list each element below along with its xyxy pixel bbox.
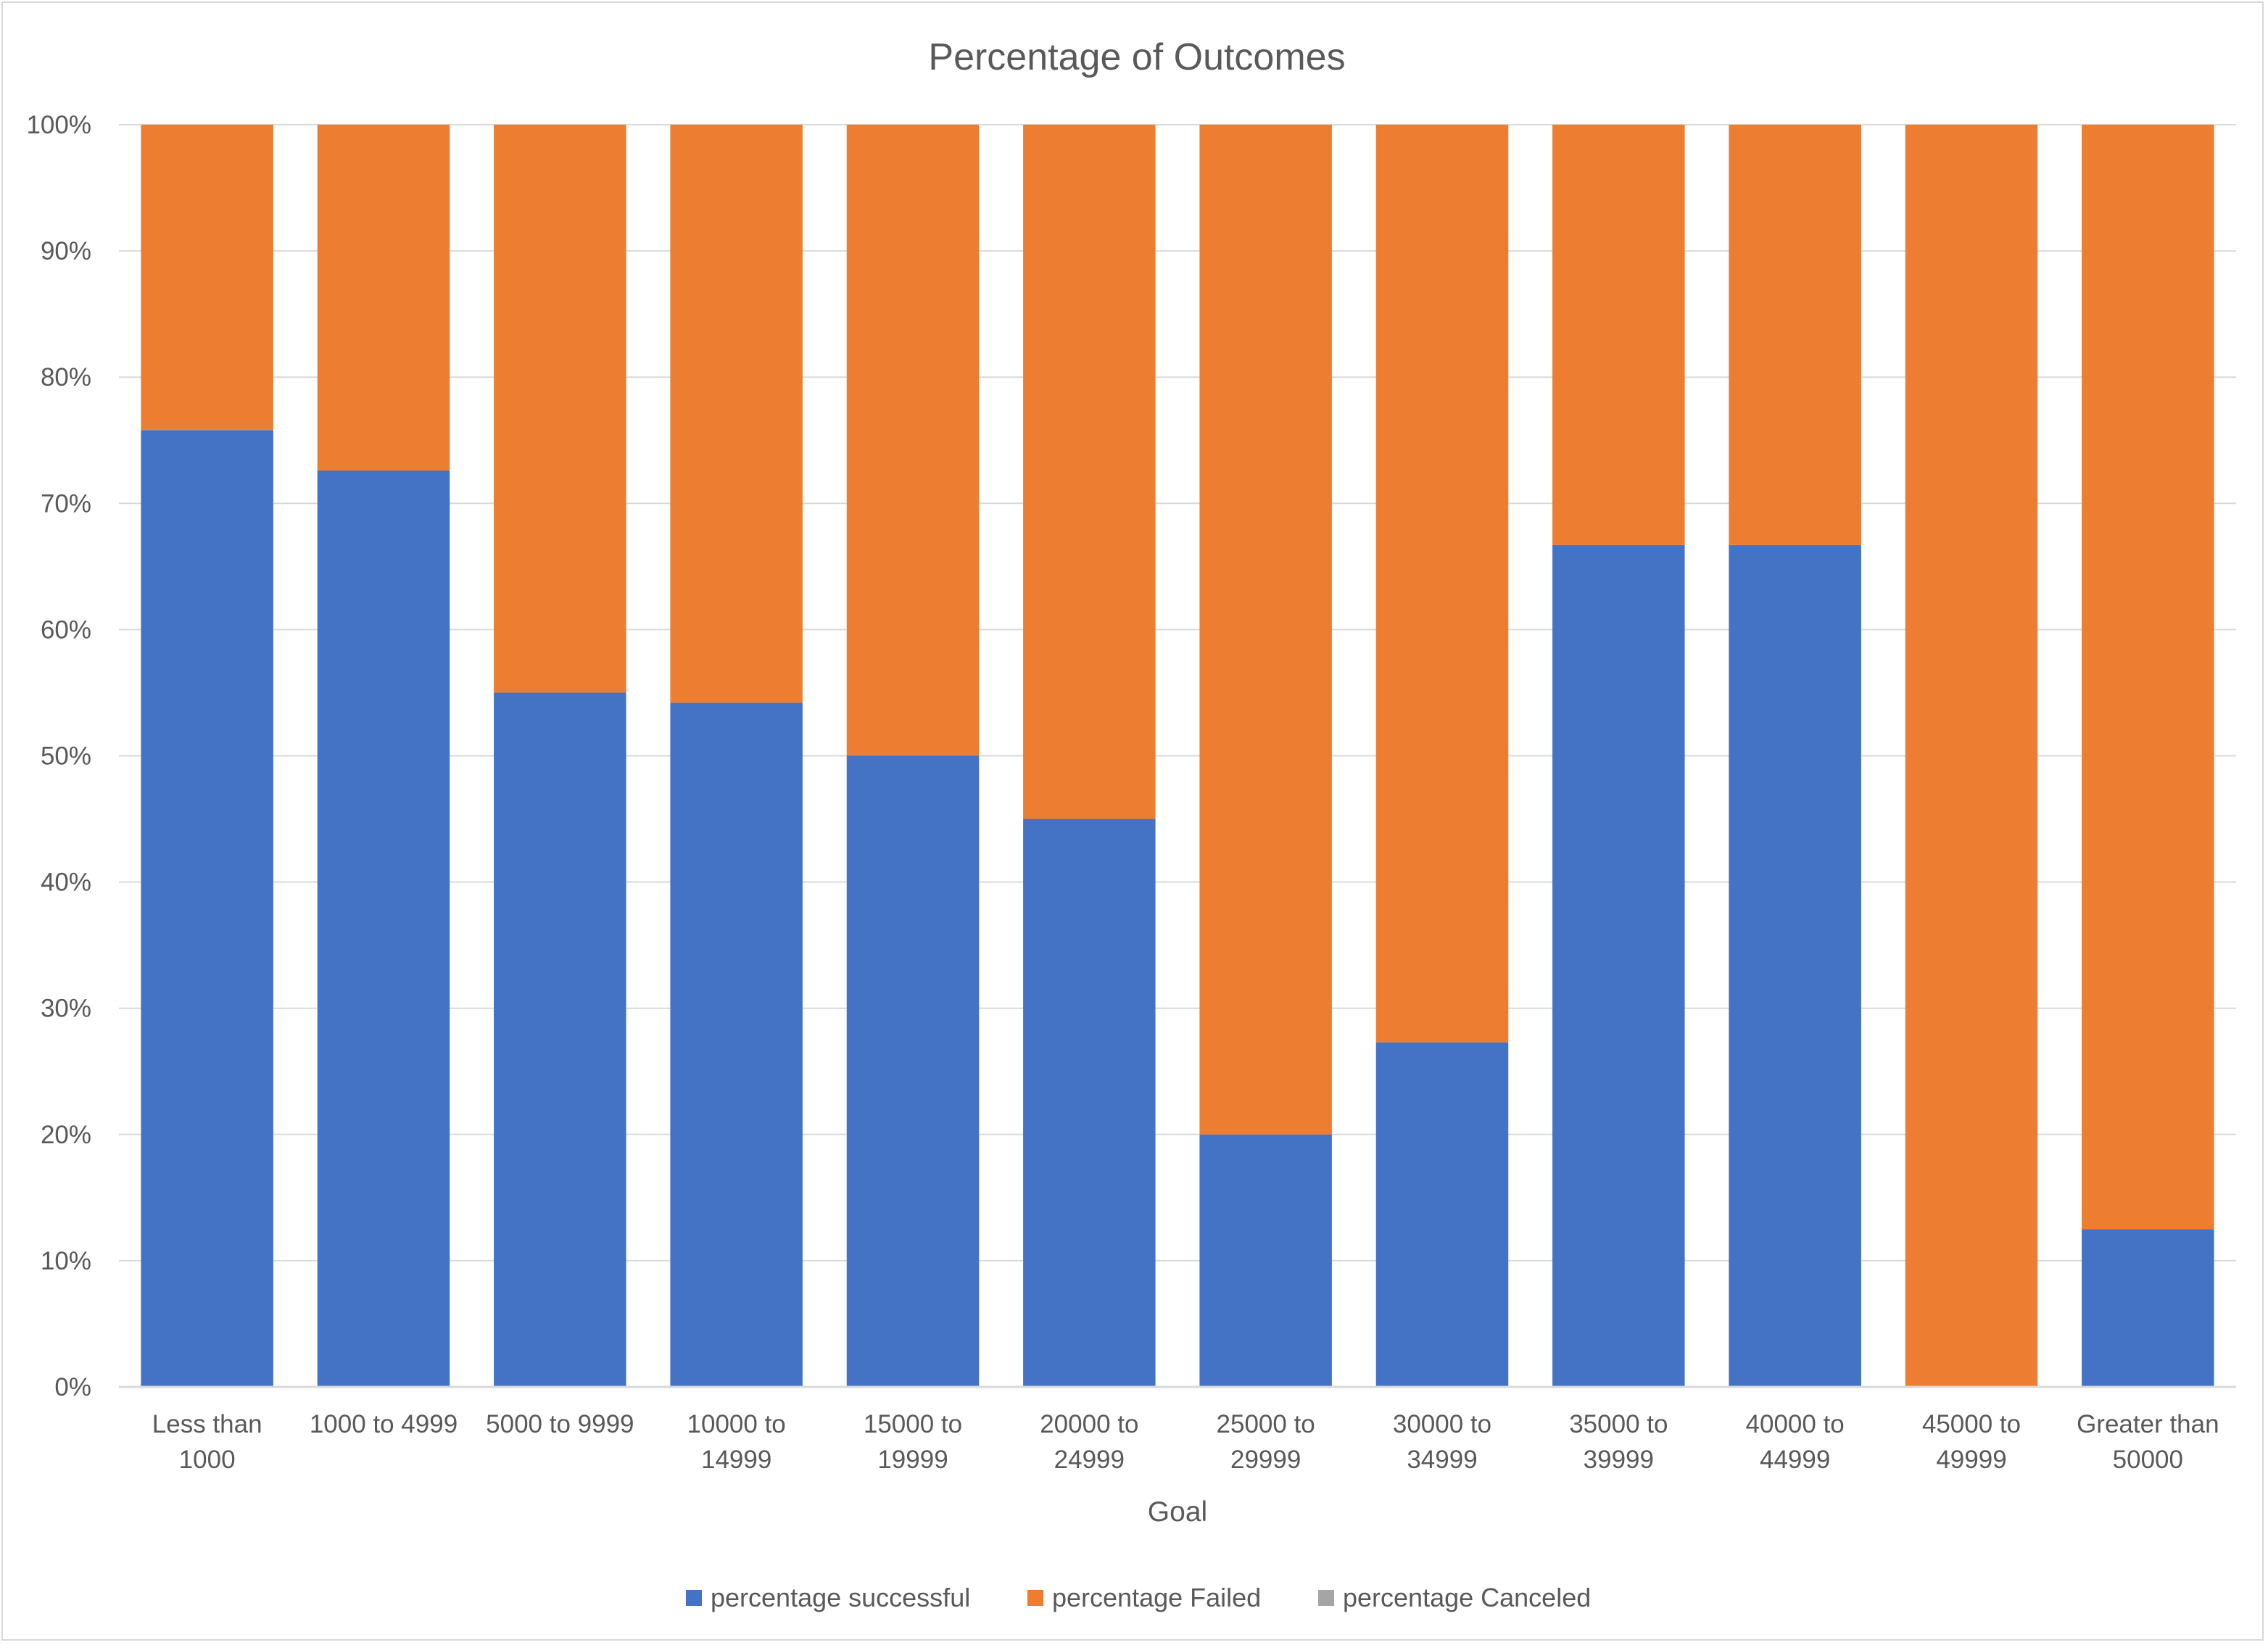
legend: percentage successful percentage Failed pe…	[686, 1583, 1591, 1612]
x-tick-label: 14999	[701, 1446, 771, 1474]
bar-segment-percentage-failed	[670, 125, 803, 703]
legend-label: percentage Failed	[1052, 1583, 1261, 1612]
x-axis-tick-labels: Less than 1000 1000 to 4999 5000 to 9999 100…	[152, 1410, 2219, 1474]
y-axis-tick-labels: 0% 10% 20% 30% 40% 50% 60% 70% 80% 90% 100%	[26, 111, 91, 1401]
x-tick-label: Greater than	[2077, 1410, 2219, 1438]
x-tick-label: 24999	[1054, 1446, 1125, 1474]
bar-segment-percentage-successful	[141, 430, 273, 1387]
bar-segment-percentage-successful	[846, 755, 980, 1387]
y-tick-label: 10%	[41, 1247, 91, 1275]
y-tick-label: 30%	[41, 995, 91, 1023]
y-tick-label: 50%	[41, 742, 91, 771]
bar-segment-percentage-successful	[1729, 544, 1861, 1388]
x-tick-label: 5000 to 9999	[486, 1410, 634, 1438]
bar-segment-percentage-failed	[1905, 125, 2038, 1387]
x-tick-label: 19999	[877, 1446, 948, 1474]
bar-segment-percentage-failed	[1199, 125, 1332, 1135]
bar-segment-percentage-failed	[317, 125, 450, 471]
bar-segment-percentage-successful	[1552, 544, 1685, 1388]
x-tick-label: 50000	[2113, 1446, 2183, 1474]
x-tick-label: 1000 to 4999	[310, 1410, 458, 1438]
x-tick-label: 34999	[1407, 1446, 1477, 1474]
bar-segment-percentage-successful	[2082, 1229, 2214, 1387]
x-tick-label: 49999	[1936, 1446, 2006, 1474]
chart-title: Percentage of Outcomes	[928, 36, 1345, 78]
x-tick-label: 10000 to	[687, 1410, 786, 1438]
legend-swatch	[686, 1590, 702, 1606]
bar-segment-percentage-successful	[1199, 1134, 1332, 1387]
y-tick-label: 100%	[26, 111, 91, 139]
x-tick-label: 35000 to	[1569, 1410, 1668, 1438]
y-tick-label: 20%	[41, 1121, 91, 1149]
x-tick-label: Less than	[152, 1410, 262, 1438]
bar-segment-percentage-successful	[1375, 1042, 1509, 1387]
bar-segment-percentage-failed	[1552, 125, 1685, 545]
x-tick-label: 1000	[179, 1446, 236, 1474]
x-tick-label: 20000 to	[1040, 1410, 1138, 1438]
legend-swatch	[1318, 1590, 1334, 1606]
x-tick-label: 30000 to	[1393, 1410, 1491, 1438]
x-tick-label: 39999	[1584, 1446, 1654, 1474]
x-axis-title: Goal	[1148, 1496, 1207, 1528]
stacked-bar-chart: Percentage of Outcomes 0% 10% 20% 30% 40% 50%…	[26, 36, 2236, 1612]
y-tick-label: 60%	[41, 616, 91, 644]
y-tick-label: 90%	[41, 237, 91, 265]
bar-segment-percentage-failed	[494, 125, 626, 693]
x-tick-label: 45000 to	[1922, 1410, 2021, 1438]
bar-segment-percentage-successful	[670, 703, 803, 1387]
bar-segment-percentage-failed	[1729, 125, 1861, 545]
x-tick-label: 44999	[1760, 1446, 1830, 1474]
bar-segment-percentage-failed	[846, 125, 980, 756]
x-tick-label: 40000 to	[1746, 1410, 1845, 1438]
bar-segment-percentage-failed	[1375, 125, 1509, 1043]
bar-segment-percentage-successful	[317, 471, 450, 1388]
y-tick-label: 40%	[41, 869, 91, 897]
y-tick-label: 80%	[41, 363, 91, 391]
x-tick-label: 29999	[1230, 1446, 1301, 1474]
legend-swatch	[1027, 1590, 1043, 1606]
gridlines	[119, 124, 2236, 1261]
bar-segment-percentage-successful	[1023, 819, 1156, 1387]
x-tick-label: 25000 to	[1217, 1410, 1315, 1438]
bar-segment-percentage-successful	[494, 692, 626, 1387]
y-tick-label: 70%	[41, 489, 91, 518]
x-tick-label: 15000 to	[864, 1410, 962, 1438]
legend-label: percentage Canceled	[1343, 1583, 1591, 1612]
y-tick-label: 0%	[54, 1373, 91, 1401]
legend-label: percentage successful	[711, 1583, 970, 1612]
bar-segment-percentage-failed	[1023, 125, 1156, 819]
bars	[141, 125, 2214, 1388]
bar-segment-percentage-failed	[2082, 125, 2214, 1230]
bar-segment-percentage-failed	[141, 125, 273, 431]
